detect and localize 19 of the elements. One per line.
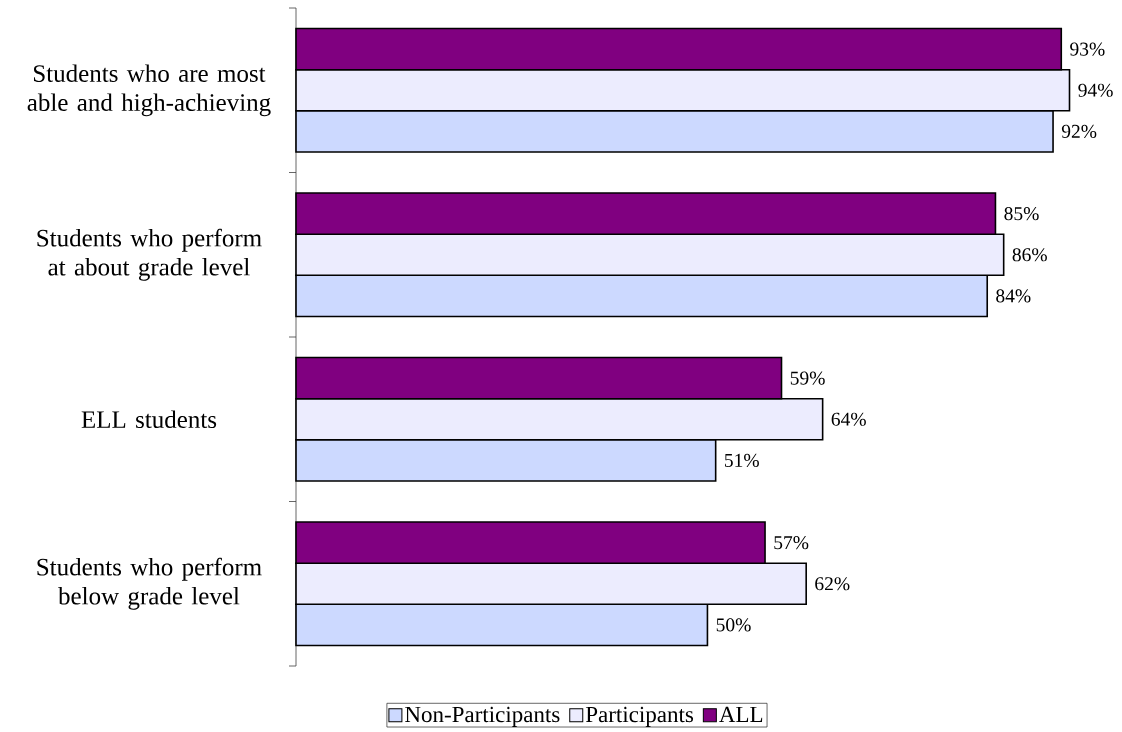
data-label: 64% <box>831 412 866 426</box>
data-label: 57% <box>774 536 809 550</box>
data-label: 51% <box>725 453 759 467</box>
legend-label: Participants <box>585 706 694 727</box>
data-label: 84% <box>996 289 1031 303</box>
y-tick-label: Students who perform at about grade level <box>37 228 262 281</box>
data-label: 92% <box>1061 124 1097 138</box>
y-tick-label: ELL students <box>81 410 217 429</box>
data-label: 85% <box>1004 207 1039 221</box>
y-tick-label: Students who are most able and high-achieving <box>27 64 271 117</box>
data-label: 86% <box>1012 248 1047 262</box>
legend-label: Non-Participants <box>405 706 560 727</box>
data-label: 94% <box>1078 83 1113 97</box>
legend-label: ALL <box>719 706 763 722</box>
data-label: 93% <box>1070 42 1105 56</box>
data-label: 59% <box>790 371 825 385</box>
y-tick-label: Students who perform below grade level <box>37 557 262 610</box>
data-label: 50% <box>716 618 751 632</box>
data-label: 62% <box>815 577 850 591</box>
